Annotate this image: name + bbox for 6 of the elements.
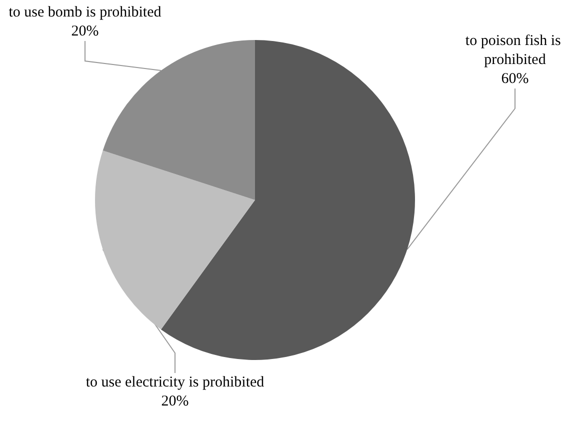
data-label: 20%: [71, 24, 99, 40]
slice-label: to poison fish is prohibited: [465, 33, 565, 68]
slice-label: to use bomb is prohibited: [8, 4, 162, 20]
data-label: 20%: [161, 394, 189, 410]
data-label: 60%: [501, 71, 529, 87]
slice-label: to use electricity is prohibited: [86, 374, 265, 390]
